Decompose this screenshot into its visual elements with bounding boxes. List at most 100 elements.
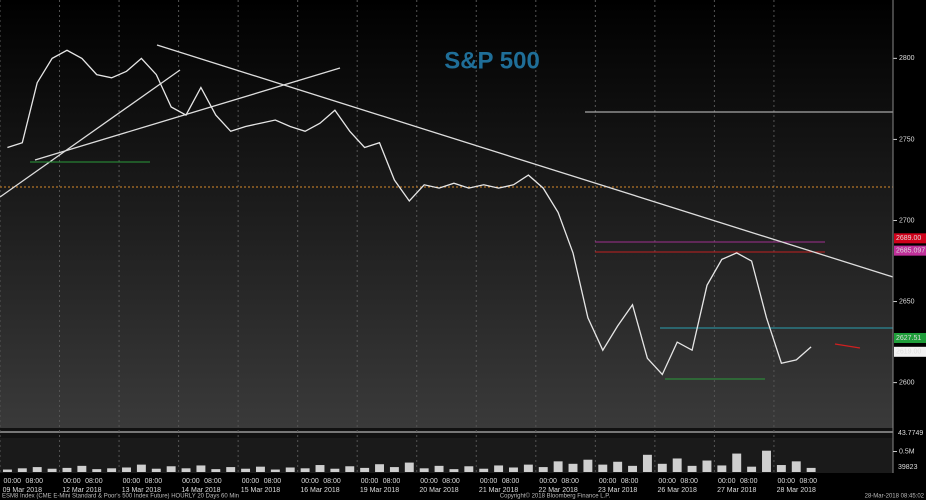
volume-bar: [241, 468, 251, 472]
x-tick-label: 13 Mar 2018: [122, 487, 161, 494]
volume-bar: [598, 464, 608, 472]
volume-bar: [211, 469, 221, 472]
y-tick-label: 2600: [899, 379, 915, 386]
volume-bar: [523, 464, 533, 472]
volume-bar: [628, 465, 638, 472]
volume-bar: [166, 466, 176, 472]
volume-bar: [345, 466, 355, 472]
volume-bar: [47, 468, 57, 472]
time-label: 08:00: [323, 478, 341, 485]
volume-bar: [657, 463, 667, 472]
y-tick-label: 2800: [899, 55, 915, 62]
time-label: 08:00: [502, 478, 520, 485]
trendline: [156, 44, 894, 278]
y-tick-label: 2650: [899, 298, 915, 305]
volume-bar: [330, 468, 340, 472]
volume-bar: [509, 467, 518, 472]
volume-bar: [315, 465, 325, 472]
chart-title: S&P 500: [444, 47, 540, 74]
footer-right: 28-Mar-2018 08:45:02: [865, 494, 925, 500]
time-label: 00:00: [182, 478, 200, 485]
indicator-label: 43.7749: [898, 430, 923, 437]
volume-bar: [285, 467, 295, 472]
volume-tick-label: 0.5M: [899, 448, 915, 455]
time-label: 08:00: [204, 478, 222, 485]
volume-bar: [92, 469, 102, 472]
time-label: 08:00: [740, 478, 758, 485]
price-label-box: [894, 333, 926, 344]
time-label: 00:00: [599, 478, 617, 485]
volume-bar: [122, 467, 131, 472]
volume-bar: [389, 467, 399, 472]
volume-bar: [2, 469, 12, 472]
volume-bar: [77, 465, 87, 472]
volume-bar: [255, 466, 265, 472]
volume-bar: [479, 468, 489, 472]
volume-bar: [732, 453, 742, 472]
volume-bar: [494, 465, 504, 472]
time-label: 00:00: [539, 478, 557, 485]
volume-bar: [181, 468, 191, 472]
time-label: 00:00: [480, 478, 498, 485]
x-tick-label: 19 Mar 2018: [360, 487, 399, 494]
volume-bar: [583, 459, 593, 472]
x-tick-label: 26 Mar 2018: [658, 487, 697, 494]
volume-bar: [762, 450, 771, 472]
volume-bar: [717, 465, 727, 472]
volume-bar: [568, 463, 578, 472]
x-tick-label: 22 Mar 2018: [538, 487, 577, 494]
volume-bar: [791, 461, 801, 472]
time-label: 08:00: [85, 478, 103, 485]
x-tick-label: 27 Mar 2018: [717, 487, 756, 494]
time-label: 00:00: [361, 478, 379, 485]
arrow: [834, 343, 861, 349]
y-tick-label: 2750: [899, 136, 915, 143]
x-tick-label: 15 Mar 2018: [241, 487, 280, 494]
volume-bar: [419, 468, 429, 472]
x-tick-label: 23 Mar 2018: [598, 487, 637, 494]
volume-bar: [642, 454, 652, 472]
footer-left: ESM8 Index (CME E-Mini Standard & Poor's…: [2, 494, 239, 500]
trendline: [34, 67, 341, 161]
time-label: 08:00: [680, 478, 698, 485]
time-label: 08:00: [26, 478, 44, 485]
volume-bar: [449, 469, 459, 472]
x-tick-label: 09 Mar 2018: [3, 487, 42, 494]
price-label: 2685.097: [896, 247, 925, 254]
time-label: 08:00: [383, 478, 401, 485]
volume-bar: [806, 467, 816, 472]
volume-bar: [434, 465, 444, 472]
price-label: 2689.00: [896, 235, 921, 242]
x-tick-label: 21 Mar 2018: [479, 487, 518, 494]
time-label: 00:00: [420, 478, 438, 485]
volume-bar: [270, 469, 280, 472]
x-tick-label: 16 Mar 2018: [300, 487, 339, 494]
volume-bar: [702, 460, 712, 472]
time-label: 00:00: [718, 478, 736, 485]
time-label: 00:00: [4, 478, 22, 485]
price-label: 2627.51: [896, 335, 921, 342]
plot-background: [0, 0, 893, 428]
x-tick-label: 20 Mar 2018: [419, 487, 458, 494]
volume-bar: [136, 464, 146, 472]
volume-bar: [538, 467, 548, 472]
volume-bar: [613, 461, 623, 472]
time-label: 00:00: [301, 478, 319, 485]
volume-bar: [151, 468, 161, 472]
time-label: 08:00: [442, 478, 460, 485]
footer-center: Copyright© 2018 Bloomberg Finance L.P.: [500, 493, 611, 500]
volume-bar: [747, 466, 757, 472]
time-label: 08:00: [145, 478, 163, 485]
volume-bar: [226, 467, 236, 472]
time-label: 00:00: [63, 478, 81, 485]
time-label: 00:00: [242, 478, 260, 485]
x-tick-label: 28 Mar 2018: [777, 487, 816, 494]
volume-bar: [196, 465, 206, 472]
price-line: [7, 49, 812, 376]
time-label: 08:00: [799, 478, 817, 485]
time-label: 08:00: [264, 478, 282, 485]
volume-bar: [360, 467, 370, 472]
volume-bar: [776, 465, 786, 472]
volume-bar: [62, 467, 72, 472]
